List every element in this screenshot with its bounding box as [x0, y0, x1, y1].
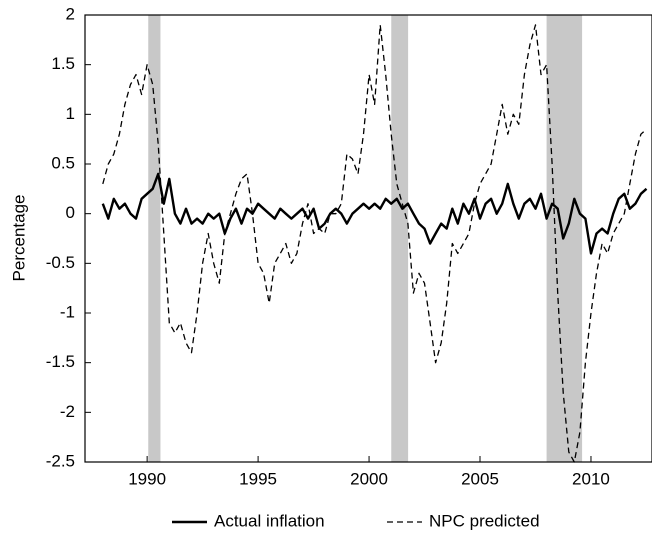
x-tick-label: 1995 — [239, 469, 277, 488]
y-tick-label: 0.5 — [51, 153, 75, 172]
series-line — [102, 24, 647, 463]
y-tick-label: -1 — [60, 302, 75, 321]
y-axis-label: Percentage — [9, 195, 28, 282]
y-tick-label: 0 — [66, 203, 75, 222]
plot-frame — [84, 14, 652, 463]
x-tick-label: 2010 — [572, 469, 610, 488]
y-tick-label: 1 — [66, 104, 75, 123]
x-tick-label: 2005 — [461, 469, 499, 488]
y-tick-label: -2 — [60, 402, 75, 421]
legend-label: Actual inflation — [214, 511, 325, 530]
x-tick-label: 2000 — [350, 469, 388, 488]
y-tick-label: 2 — [66, 4, 75, 23]
y-tick-label: 1.5 — [51, 54, 75, 73]
series-line — [101, 172, 648, 255]
y-tick-label: -0.5 — [46, 253, 75, 272]
y-tick-label: -1.5 — [46, 352, 75, 371]
recession-band — [148, 15, 161, 462]
y-tick-label: -2.5 — [46, 451, 75, 470]
x-tick-label: 1990 — [128, 469, 166, 488]
legend-label: NPC predicted — [429, 511, 540, 530]
recession-band — [391, 15, 409, 462]
